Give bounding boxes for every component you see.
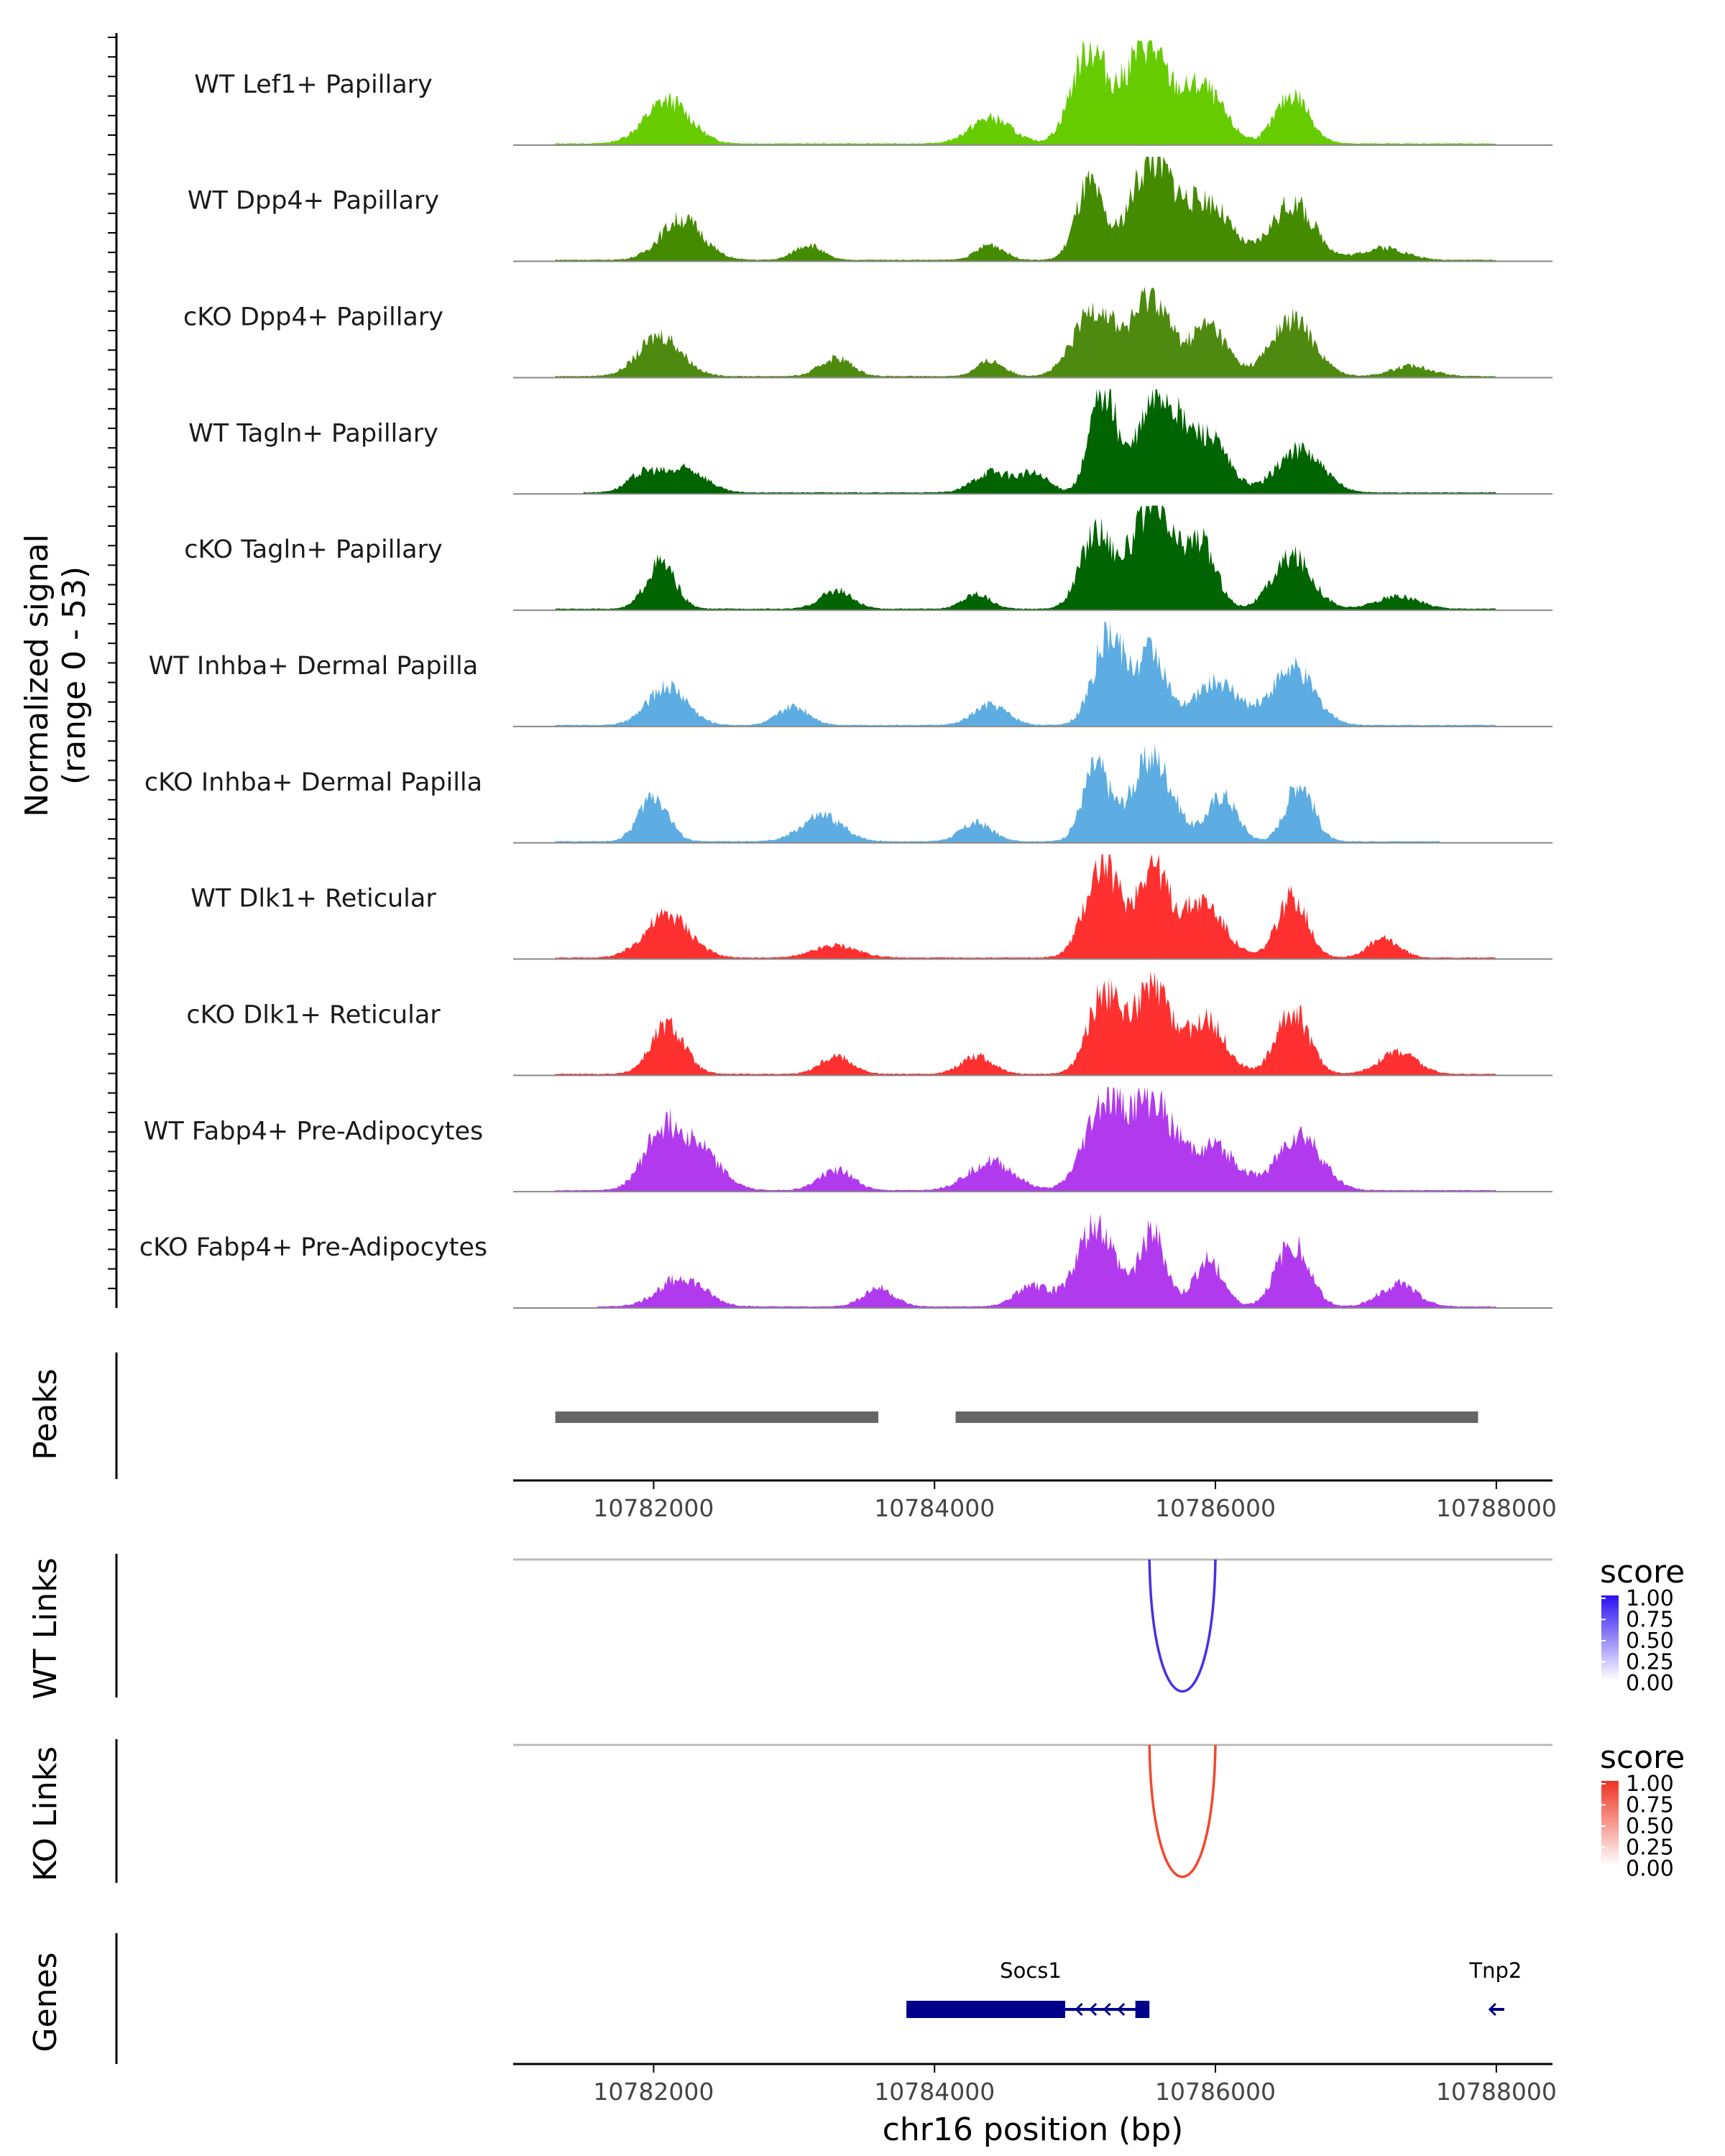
- links-track-label: WT Links: [27, 1557, 64, 1699]
- strand-arrow: [1075, 2002, 1083, 2017]
- legend-colorbar: [1601, 1781, 1619, 1866]
- peaks-track-label: Peaks: [27, 1368, 64, 1460]
- gene-exon: [906, 2001, 1065, 2018]
- coverage-track: cKO Inhba+ Dermal Papilla: [144, 744, 1552, 844]
- x-tick-label: 10784000: [874, 2078, 995, 2106]
- gene: Socs1: [906, 1958, 1150, 2018]
- legend-tick-label: 0.50: [1626, 1628, 1674, 1654]
- x-tick-label: 10782000: [593, 2078, 714, 2106]
- coverage-area: [555, 1087, 1496, 1192]
- strand-arrow: [1088, 2002, 1098, 2017]
- gene-exon: [1135, 2001, 1150, 2018]
- legend-tick-label: 0.75: [1626, 1608, 1674, 1633]
- coverage-area: [555, 40, 1496, 145]
- genes-track-label: Genes: [27, 1952, 64, 2052]
- track-label: cKO Dpp4+ Papillary: [183, 303, 443, 332]
- coverage-track: WT Fabp4+ Pre-Adipocytes: [144, 1087, 1552, 1193]
- track-label: WT Tagln+ Papillary: [188, 419, 438, 448]
- genes-panel: Genes Socs1 Tnp2 10782000 10784000 10786000 10…: [27, 1933, 1557, 2106]
- coverage-area: [555, 854, 1496, 959]
- legend-tick-label: 0.00: [1626, 1856, 1674, 1881]
- legend-title: score: [1600, 1739, 1685, 1776]
- coverage-panel: WT Lef1+ Papillary WT Dpp4+ Papillary cKO …: [108, 33, 1552, 1309]
- track-label: cKO Tagln+ Papillary: [184, 535, 443, 564]
- coverage-track: cKO Tagln+ Papillary: [184, 505, 1552, 612]
- strand-arrow: [1103, 2002, 1111, 2017]
- x-tick-label: 10788000: [1436, 1494, 1557, 1522]
- coverage-track: WT Lef1+ Papillary: [194, 40, 1552, 146]
- link-arc: [1148, 1744, 1217, 1879]
- track-label: WT Inhba+ Dermal Papilla: [149, 652, 478, 681]
- coverage-area: [555, 505, 1496, 611]
- coverage-track: WT Dpp4+ Papillary: [188, 157, 1552, 262]
- legend-title: score: [1600, 1554, 1685, 1590]
- coverage-y-axis-range: (range 0 - 53): [56, 566, 93, 785]
- legend-tick-label: 0.25: [1626, 1835, 1674, 1861]
- legend-tick-label: 1.00: [1626, 1772, 1674, 1797]
- coverage-area: [555, 970, 1496, 1076]
- coverage-area: [555, 744, 1440, 843]
- x-tick-label: 10786000: [1155, 2078, 1276, 2106]
- x-tick-label: 10788000: [1436, 2078, 1557, 2106]
- track-label: WT Dlk1+ Reticular: [190, 885, 436, 913]
- gene-label: Tnp2: [1468, 1958, 1522, 1983]
- strand-arrow: [1117, 2002, 1126, 2017]
- track-label: cKO Fabp4+ Pre-Adipocytes: [139, 1233, 487, 1262]
- x-tick-label: 10784000: [874, 1494, 995, 1522]
- track-label: WT Fabp4+ Pre-Adipocytes: [144, 1117, 483, 1146]
- coverage-track: WT Dlk1+ Reticular: [190, 854, 1552, 960]
- track-label: cKO Dlk1+ Reticular: [186, 1000, 441, 1029]
- strand-arrow: [1488, 2002, 1496, 2017]
- peak-interval: [955, 1411, 1478, 1423]
- coverage-track: cKO Dpp4+ Papillary: [183, 286, 1552, 379]
- peaks-panel: Peaks 10782000 10784000 10786000 10788000: [27, 1353, 1557, 1522]
- coverage-area: [597, 1212, 1496, 1308]
- coverage-area: [583, 389, 1496, 494]
- legend-tick-label: 0.50: [1626, 1814, 1674, 1839]
- links-track-label: KO Links: [27, 1746, 64, 1881]
- x-tick-label: 10786000: [1155, 1494, 1276, 1522]
- legend-tick-label: 0.75: [1626, 1793, 1674, 1818]
- coverage-y-axis-title: Normalized signal: [19, 534, 55, 817]
- link-arc: [1148, 1559, 1217, 1693]
- coverage-track: cKO Dlk1+ Reticular: [186, 970, 1552, 1077]
- legend-tick-label: 0.00: [1626, 1671, 1674, 1696]
- gene: Tnp2: [1468, 1958, 1522, 2017]
- legend-tick-label: 0.25: [1626, 1650, 1674, 1675]
- coverage-track: WT Tagln+ Papillary: [188, 389, 1552, 495]
- coverage-area: [555, 622, 1496, 727]
- coverage-area: [555, 286, 1496, 378]
- coverage-area: [555, 157, 1496, 262]
- legend-tick-label: 1.00: [1626, 1586, 1674, 1611]
- peak-interval: [555, 1411, 879, 1423]
- gene-label: Socs1: [1000, 1958, 1062, 1983]
- coverage-track: WT Inhba+ Dermal Papilla: [149, 622, 1552, 727]
- x-axis-title: chr16 position (bp): [883, 2111, 1184, 2148]
- track-label: cKO Inhba+ Dermal Papilla: [144, 768, 482, 797]
- track-label: WT Lef1+ Papillary: [194, 70, 433, 99]
- legend-colorbar: [1601, 1595, 1619, 1680]
- x-tick-label: 10782000: [593, 1494, 714, 1522]
- track-label: WT Dpp4+ Papillary: [188, 187, 439, 216]
- coverage-track: cKO Fabp4+ Pre-Adipocytes: [139, 1212, 1552, 1309]
